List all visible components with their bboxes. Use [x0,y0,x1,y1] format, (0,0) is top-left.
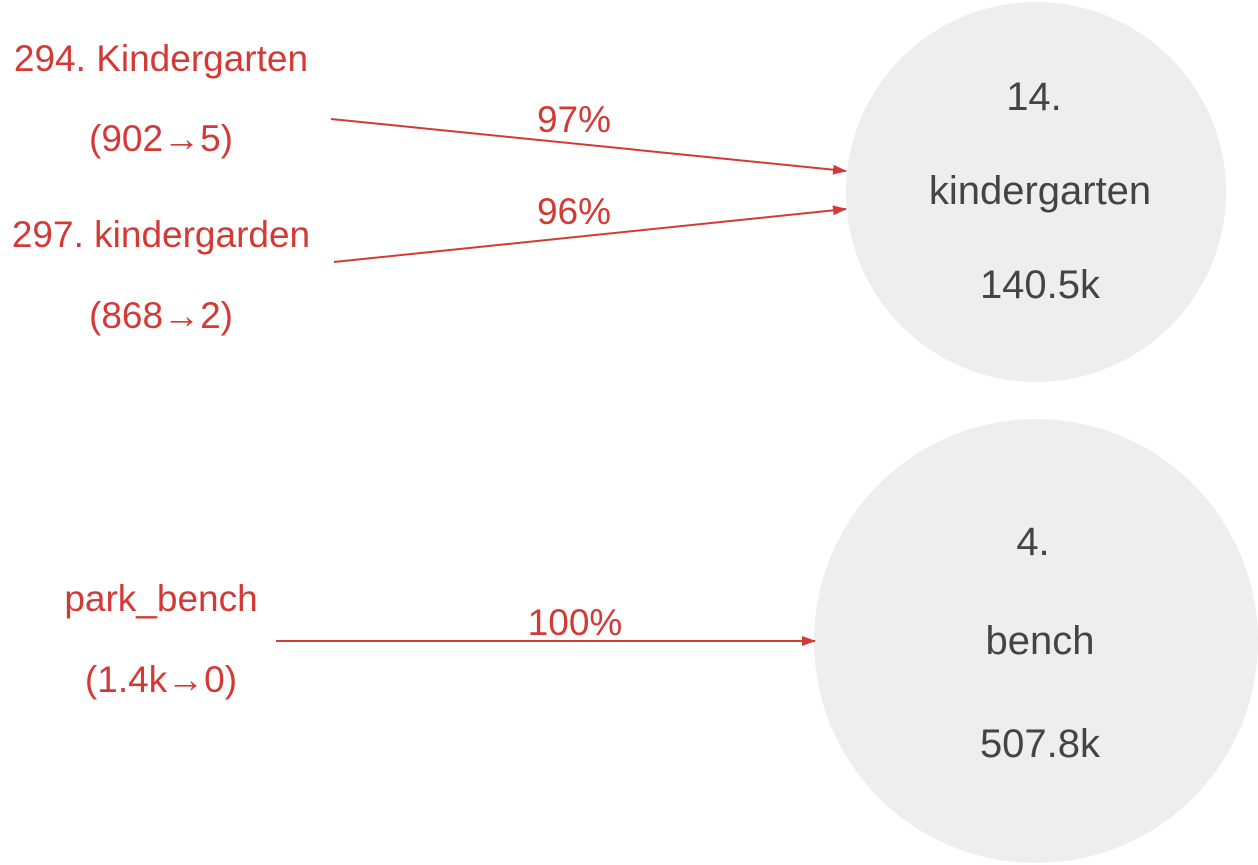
target-name: bench [986,619,1095,663]
edge-label: 100% [528,602,623,643]
source-counts: (902→5) [89,118,233,159]
source-counts: (1.4k→0) [85,659,237,700]
edge-label: 97% [537,99,611,140]
edge-arrow [330,118,847,175]
target-count: 507.8k [980,722,1101,766]
source-node-park-bench: park_bench (1.4k→0) [64,578,257,700]
source-title: park_bench [64,578,257,619]
edge-97: 97% [330,99,847,175]
target-node-kindergarten: 14. kindergarten 140.5k [846,2,1226,382]
edge-arrow [333,205,847,263]
target-rank: 14. [1006,75,1062,119]
edge-100: 100% [276,602,816,646]
target-name: kindergarten [929,169,1151,213]
edge-96: 96% [333,191,847,263]
source-node-kindergarten: 294. Kindergarten (902→5) [14,38,308,159]
edge-label: 96% [537,191,611,232]
target-node-bench: 4. bench 507.8k [814,419,1258,863]
target-circle [814,419,1258,863]
source-counts: (868→2) [89,295,233,336]
source-node-kindergarden: 297. kindergarden (868→2) [12,214,310,336]
target-circle [846,2,1226,382]
target-rank: 4. [1016,520,1049,564]
source-title: 294. Kindergarten [14,38,308,79]
source-title: 297. kindergarden [12,214,310,255]
target-count: 140.5k [980,263,1101,307]
